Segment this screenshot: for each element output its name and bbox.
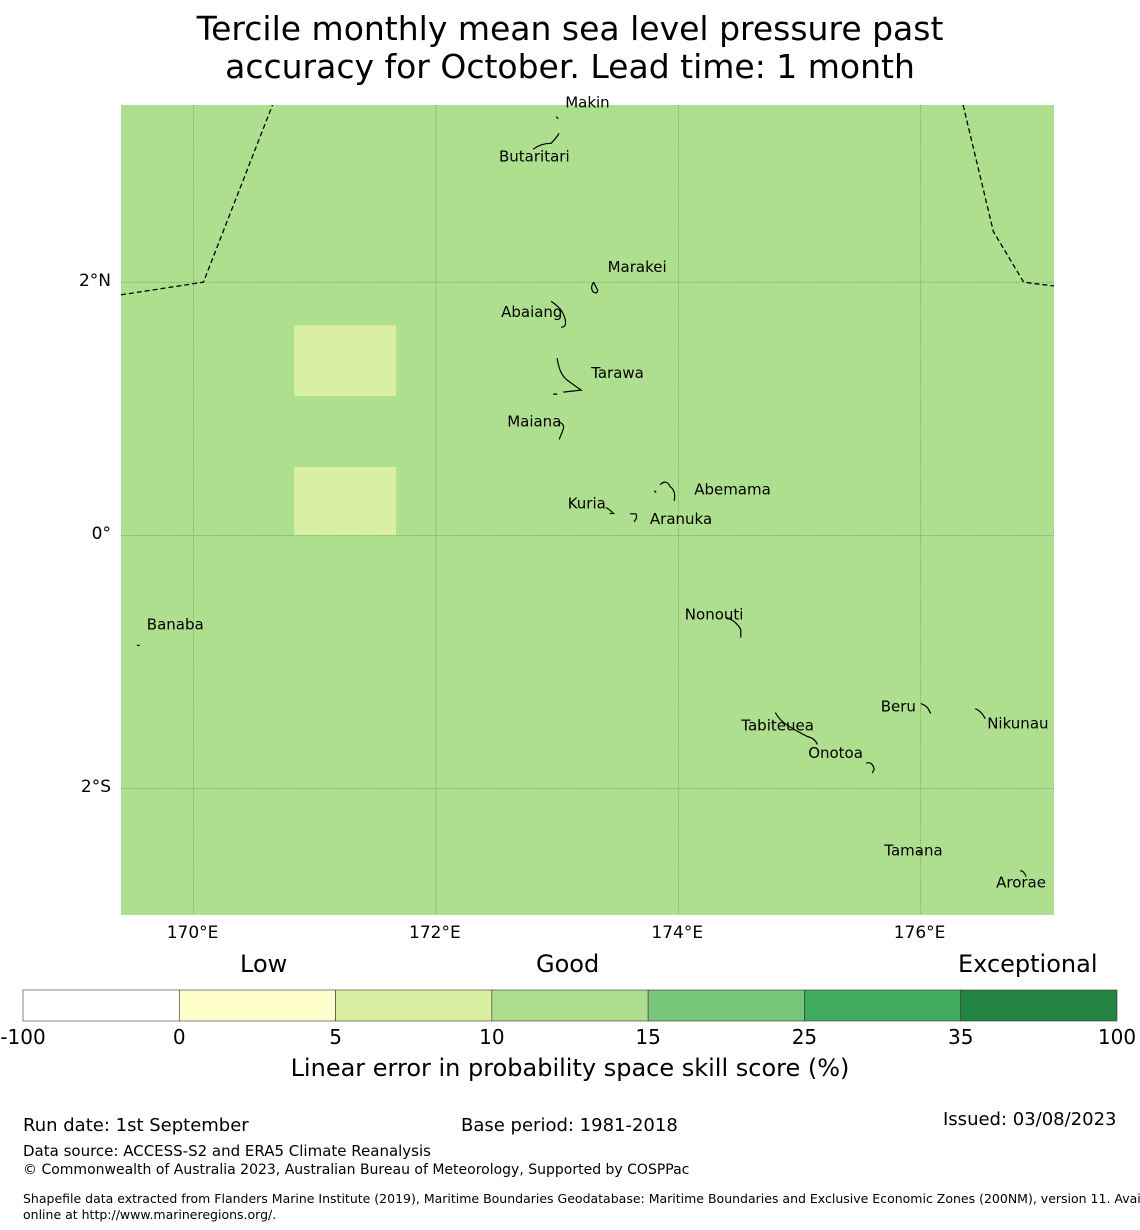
lon-tick-label: 176°E — [893, 923, 946, 943]
island-label-nonouti: Nonouti — [685, 606, 744, 624]
island-outline-maiana — [557, 420, 565, 440]
island-outline-marakei — [591, 281, 599, 294]
island-label-abemama: Abemama — [694, 481, 771, 499]
island-label-butaritari: Butaritari — [499, 147, 570, 165]
colorbar-tick-label: 0 — [172, 1025, 186, 1049]
issued-date: Issued: 03/08/2023 — [943, 1109, 1117, 1130]
island-label-tamana: Tamana — [883, 842, 942, 860]
island-label-tarawa: Tarawa — [590, 364, 644, 382]
colorbar-category-low: Low — [240, 950, 288, 978]
island-outline-tamana — [918, 851, 922, 854]
data-source: Data source: ACCESS-S2 and ERA5 Climate … — [23, 1142, 431, 1160]
island-label-onotoa: Onotoa — [808, 744, 863, 762]
island-outline-butaritari — [532, 133, 560, 150]
colorbar-tick-label: 35 — [947, 1025, 974, 1049]
colorbar-tick-label: 100 — [1097, 1025, 1137, 1049]
island-label-nikunau: Nikunau — [987, 715, 1048, 733]
island-label-aranuka: Aranuka — [650, 510, 712, 528]
island-label-makin: Makin — [565, 94, 610, 112]
colorbar-bin-6 — [804, 989, 962, 1022]
eez-boundary-2 — [962, 105, 1054, 287]
island-label-maiana: Maiana — [507, 412, 561, 430]
title-line-1: Tercile monthly mean sea level pressure … — [196, 9, 944, 48]
colorbar-bin-5 — [647, 989, 805, 1022]
island-outline-abaiang — [550, 300, 567, 328]
island-label-arorae: Arorae — [996, 874, 1046, 892]
colorbar-bin-7 — [960, 989, 1118, 1022]
base-period: Base period: 1981-2018 — [461, 1115, 678, 1136]
colorbar-tick-label: 25 — [791, 1025, 818, 1049]
run-date: Run date: 1st September — [23, 1115, 249, 1136]
shapefile-credit-line-2: online at http://www.marineregions.org/. — [23, 1207, 277, 1222]
eez-boundary-1 — [121, 105, 274, 296]
low-skill-cell-1 — [294, 325, 397, 397]
island-label-banaba: Banaba — [147, 615, 204, 633]
island-outline-onotoa — [866, 762, 875, 774]
island-label-kuria: Kuria — [568, 495, 606, 513]
island-outline-tabiteuea — [774, 712, 818, 745]
island-outline-aranuka — [629, 513, 638, 523]
colorbar-category-good: Good — [536, 950, 600, 978]
island-label-marakei: Marakei — [608, 258, 667, 276]
island-outline-nonouti — [726, 617, 742, 638]
low-skill-cell-2 — [294, 466, 397, 536]
lat-tick-label: 0° — [91, 524, 111, 545]
island-outline-nikunau — [974, 708, 986, 719]
island-outline-kuria — [605, 506, 616, 515]
shapefile-credit-line-1: Shapefile data extracted from Flanders M… — [23, 1191, 1140, 1206]
island-label-beru: Beru — [881, 698, 916, 716]
colorbar-tick-label: -100 — [0, 1025, 46, 1049]
island-label-tabiteuea: Tabiteuea — [740, 717, 814, 735]
island-label-abaiang: Abaiang — [501, 303, 562, 321]
colorbar-category-exceptional: Exceptional — [958, 950, 1098, 978]
colorbar-bin-1 — [22, 989, 180, 1022]
island-outline-arorae — [1020, 870, 1027, 877]
map-title: Tercile monthly mean sea level pressure … — [0, 10, 1140, 86]
lat-tick-label: 2°N — [78, 271, 111, 292]
colorbar-label: Linear error in probability space skill … — [290, 1054, 850, 1082]
island-outline-abemama — [653, 481, 676, 501]
colorbar-tick-label: 5 — [329, 1025, 342, 1049]
lon-tick-label: 174°E — [651, 923, 704, 943]
lat-tick-label: 2°S — [80, 777, 111, 798]
colorbar-bin-4 — [491, 989, 649, 1022]
island-outline-tarawa — [553, 358, 583, 395]
colorbar-bin-3 — [335, 989, 493, 1022]
title-line-2: accuracy for October. Lead time: 1 month — [225, 47, 915, 86]
map-background — [121, 105, 1054, 915]
colorbar-bin-2 — [178, 989, 336, 1022]
island-outline-makin — [555, 116, 559, 120]
lon-tick-label: 170°E — [166, 923, 219, 943]
copyright-notice: © Commonwealth of Australia 2023, Austra… — [23, 1162, 690, 1178]
colorbar-tick-label: 15 — [635, 1025, 661, 1049]
lon-tick-label: 172°E — [409, 923, 461, 943]
colorbar — [22, 989, 1118, 1022]
colorbar-tick-label: 10 — [479, 1025, 505, 1049]
island-outline-beru — [920, 703, 932, 714]
